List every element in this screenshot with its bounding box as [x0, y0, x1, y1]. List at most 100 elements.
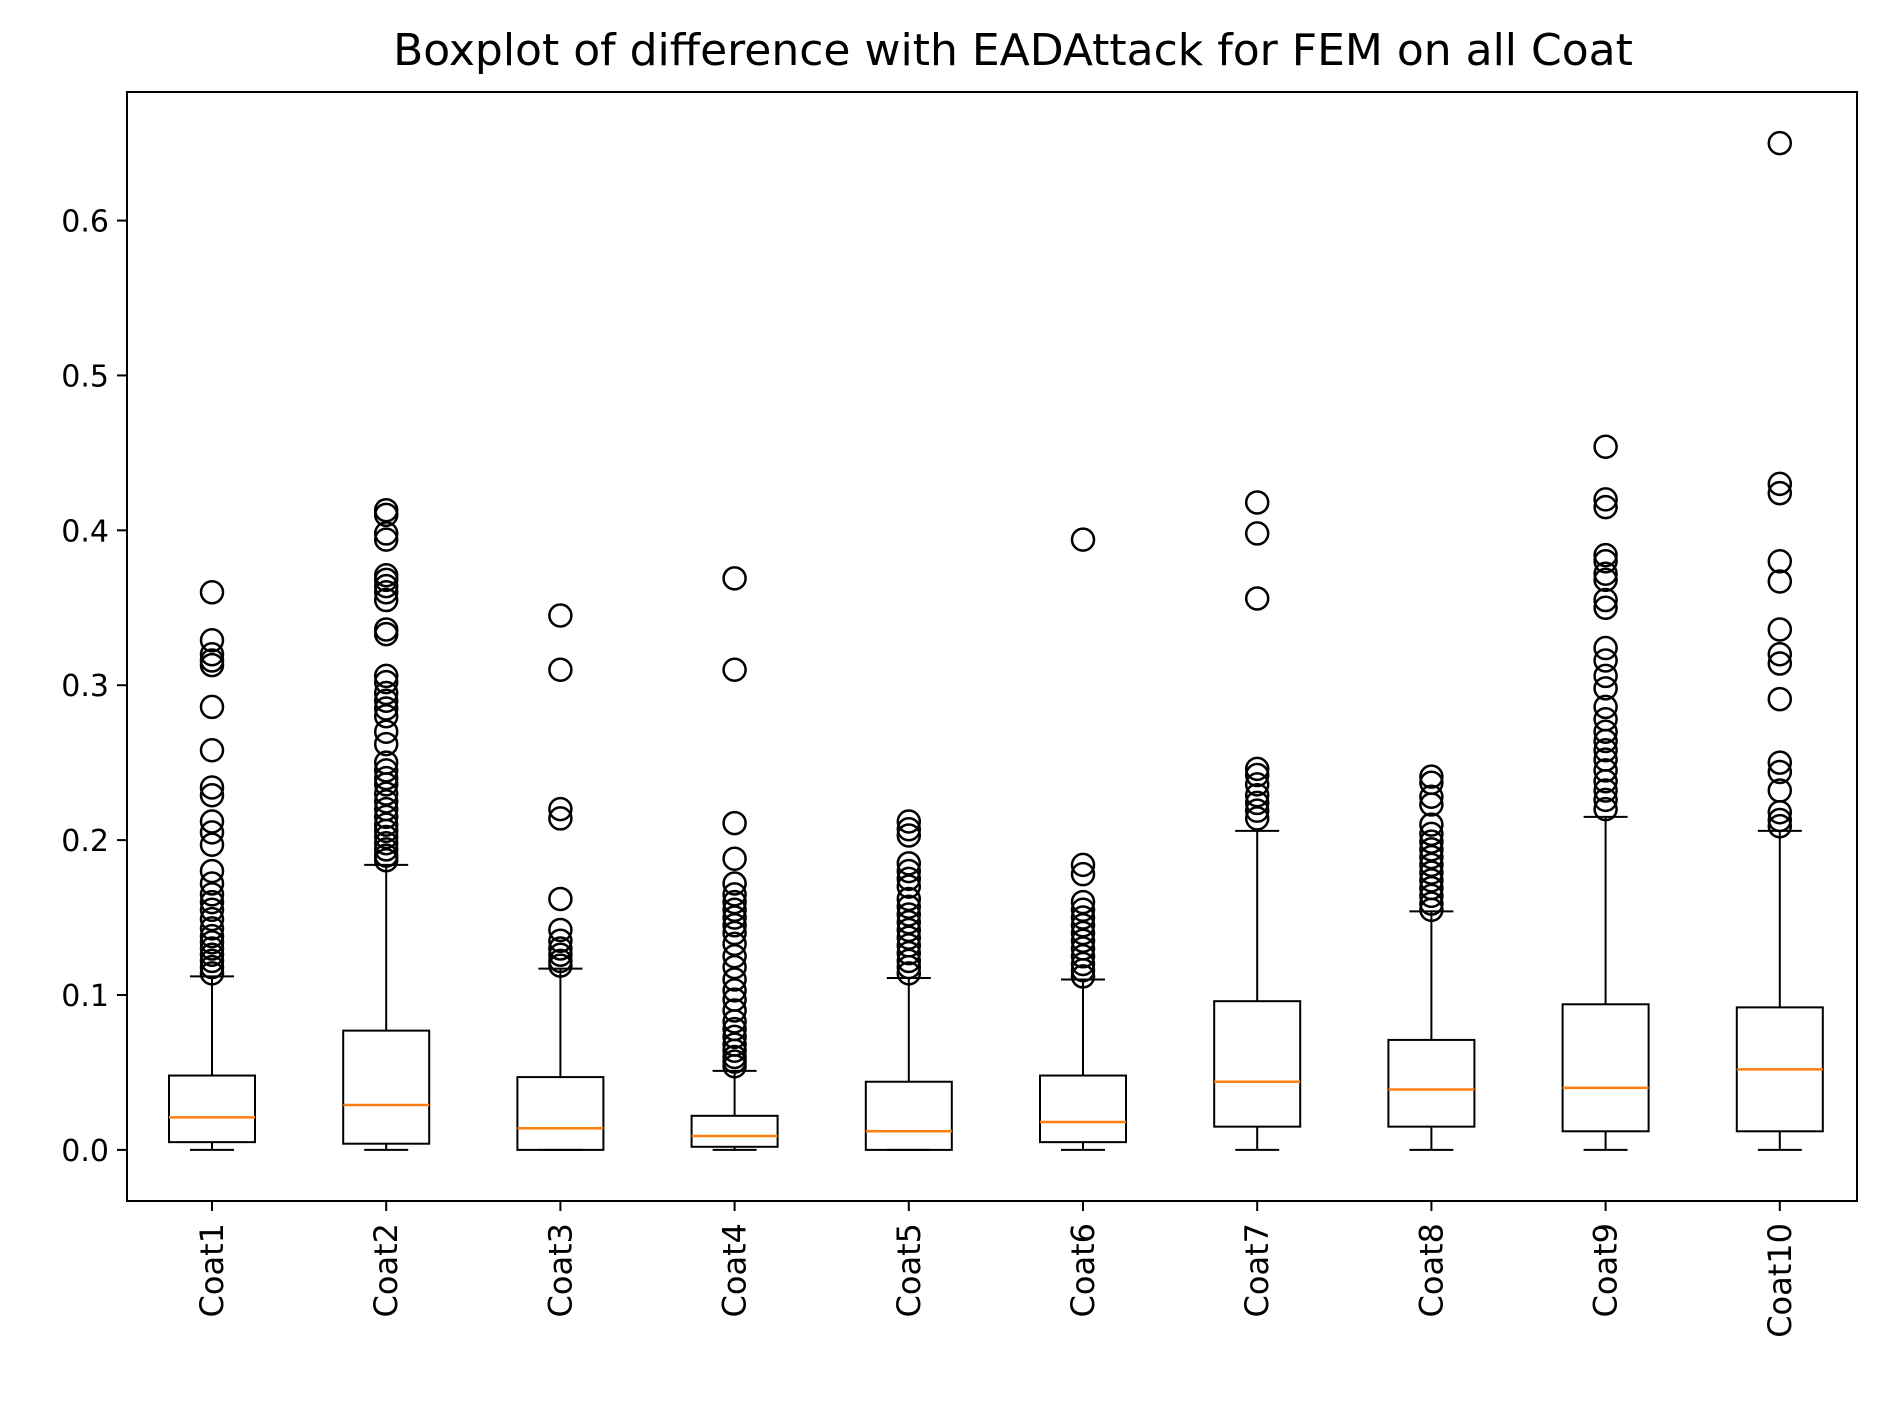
flier-point — [199, 820, 225, 845]
flier-point — [1244, 790, 1270, 816]
flier-point — [1593, 561, 1618, 586]
flier-point — [1593, 728, 1618, 754]
flier-point — [548, 917, 573, 943]
flier-point — [1767, 651, 1793, 676]
box-group-coat8 — [1387, 764, 1476, 1151]
flier-point — [1767, 759, 1793, 785]
flier-point — [722, 657, 747, 682]
box-group-coat7 — [1213, 490, 1302, 1151]
flier-point — [1767, 799, 1793, 825]
flier-point — [1593, 635, 1618, 661]
flier-point — [373, 663, 399, 689]
flier-point — [373, 731, 399, 757]
flier-point — [373, 497, 399, 523]
flier-point — [373, 527, 399, 552]
flier-point — [1070, 861, 1096, 887]
y-tick-label: 0.0 — [61, 1134, 109, 1169]
y-tick-label: 0.6 — [61, 205, 109, 240]
flier-point — [722, 871, 747, 896]
flier-point — [1593, 434, 1618, 459]
flier-point — [1419, 812, 1444, 837]
flier-point — [1767, 807, 1793, 833]
flier-point — [373, 772, 399, 797]
flier-point — [896, 948, 922, 974]
flier-point — [373, 521, 399, 546]
flier-point — [1070, 852, 1096, 878]
flier-point — [373, 804, 399, 830]
flier-point — [199, 942, 225, 967]
flier-point — [199, 954, 225, 980]
flier-point — [373, 621, 399, 647]
flier-point — [722, 998, 747, 1023]
flier-point — [548, 796, 573, 822]
y-tick-label: 0.1 — [61, 979, 109, 1014]
y-tick-label: 0.5 — [61, 359, 109, 394]
flier-point — [548, 928, 573, 954]
box-iqr — [342, 1029, 431, 1145]
flier-point — [722, 967, 747, 992]
flier-point — [1767, 549, 1793, 574]
flier-point — [722, 846, 747, 871]
flier-point — [896, 817, 922, 842]
flier-point — [1767, 813, 1793, 839]
flier-point — [722, 566, 747, 591]
flier-point — [1244, 798, 1270, 823]
y-tick-label: 0.3 — [61, 669, 109, 704]
flier-point — [373, 573, 399, 599]
x-tick-label: Coat4 — [716, 1223, 754, 1317]
flier-point — [1593, 778, 1618, 803]
flier-point — [1593, 595, 1618, 621]
flier-point — [199, 897, 225, 923]
flier-point — [373, 837, 399, 862]
flier-point — [1767, 480, 1793, 506]
flier-point — [1070, 527, 1096, 552]
x-tick-label: Coat8 — [1412, 1223, 1450, 1317]
x-tick-label: Coat9 — [1587, 1223, 1625, 1317]
flier-point — [1593, 542, 1618, 568]
flier-point — [373, 703, 399, 729]
boxes-layer — [168, 130, 1824, 1151]
flier-point — [548, 953, 573, 978]
flier-point — [548, 936, 573, 961]
y-tick-label: 0.2 — [61, 824, 109, 859]
flier-point — [722, 913, 747, 938]
box-group-coat4 — [690, 566, 779, 1151]
flier-point — [1419, 883, 1444, 909]
y-axis: 0.0 0.1 0.2 0.3 0.4 0.5 0.6 — [61, 205, 127, 1169]
box-iqr — [864, 1080, 953, 1151]
y-tick-label: 0.4 — [61, 514, 109, 549]
flier-point — [199, 961, 225, 986]
flier-point — [1593, 738, 1618, 763]
flier-point — [199, 641, 225, 667]
plot-frame — [126, 91, 1858, 1202]
flier-point — [896, 954, 922, 980]
flier-point — [373, 818, 399, 844]
flier-point — [722, 978, 747, 1003]
x-tick-label: Coat6 — [1064, 1223, 1102, 1317]
flier-point — [548, 806, 573, 831]
flier-point — [1593, 487, 1618, 512]
flier-point — [373, 812, 399, 837]
flier-point — [1593, 758, 1618, 783]
box-group-coat5 — [864, 809, 953, 1151]
flier-point — [1593, 787, 1618, 813]
box-group-coat1 — [168, 580, 256, 1151]
flier-point — [896, 809, 922, 834]
flier-point — [199, 738, 225, 763]
flier-point — [373, 719, 399, 744]
flier-point — [199, 782, 225, 808]
flier-point — [373, 617, 399, 642]
flier-point — [1244, 586, 1270, 611]
flier-point — [722, 1024, 747, 1050]
flier-point — [1767, 686, 1793, 712]
flier-point — [1070, 957, 1096, 983]
flier-point — [199, 652, 225, 678]
box-group-coat9 — [1561, 434, 1650, 1151]
flier-point — [896, 961, 922, 986]
flier-point — [373, 587, 399, 613]
flier-point — [199, 936, 225, 961]
flier-point — [1767, 130, 1793, 156]
box-iqr — [516, 1076, 605, 1151]
flier-point — [199, 948, 225, 974]
flier-point — [1244, 806, 1270, 831]
